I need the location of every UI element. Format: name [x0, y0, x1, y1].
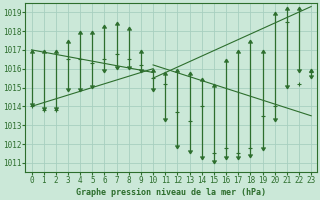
X-axis label: Graphe pression niveau de la mer (hPa): Graphe pression niveau de la mer (hPa): [76, 188, 266, 197]
